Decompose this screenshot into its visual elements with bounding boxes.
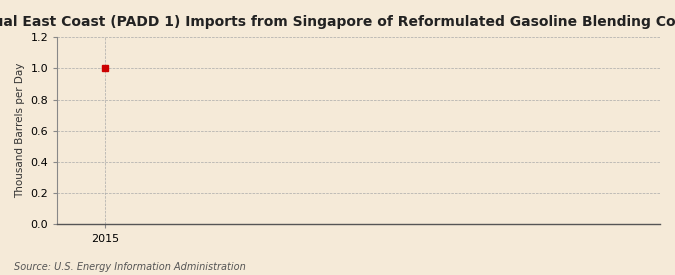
- Y-axis label: Thousand Barrels per Day: Thousand Barrels per Day: [15, 63, 25, 199]
- Text: Source: U.S. Energy Information Administration: Source: U.S. Energy Information Administ…: [14, 262, 245, 272]
- Title: Annual East Coast (PADD 1) Imports from Singapore of Reformulated Gasoline Blend: Annual East Coast (PADD 1) Imports from …: [0, 15, 675, 29]
